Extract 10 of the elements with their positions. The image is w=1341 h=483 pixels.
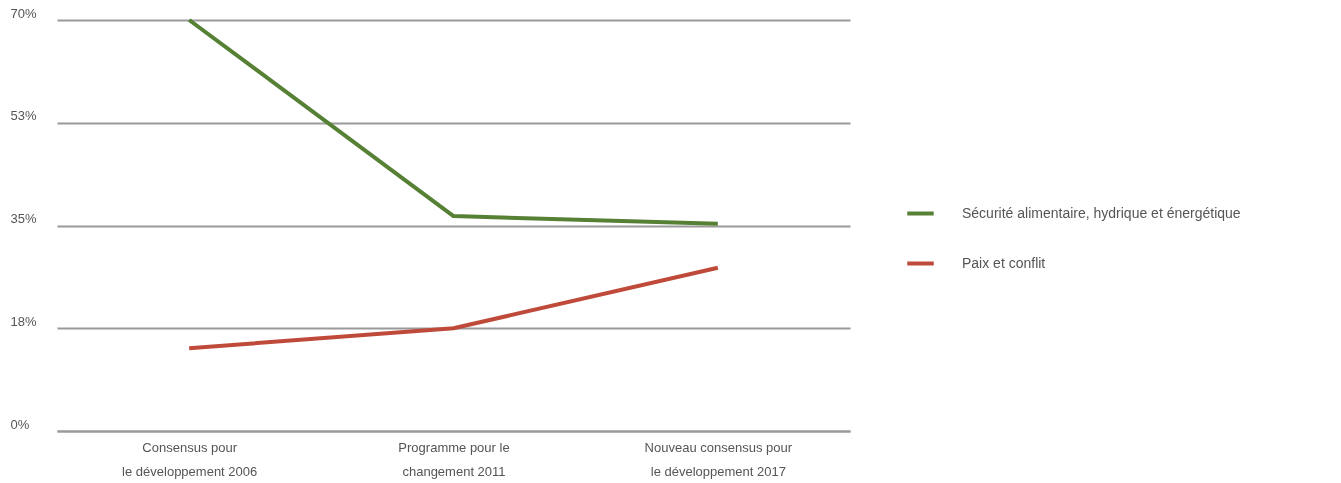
legend-label: Sécurité alimentaire, hydrique et énergétique: [962, 204, 1241, 221]
x-tick-label: Programme pour le changement 2011: [398, 439, 510, 479]
y-tick-label: 35%: [10, 211, 37, 226]
y-tick-label: 70%: [10, 5, 37, 21]
legend-label: Paix et conflit: [962, 254, 1046, 271]
x-tick-label: Consensus pour le développement 2006: [122, 439, 258, 479]
y-tick-label: 18%: [10, 313, 37, 329]
x-tick-label: Nouveau consensus pour le développement 2017: [644, 439, 793, 479]
y-tick-label: 53%: [10, 108, 37, 124]
y-tick-label: 0%: [10, 416, 30, 432]
